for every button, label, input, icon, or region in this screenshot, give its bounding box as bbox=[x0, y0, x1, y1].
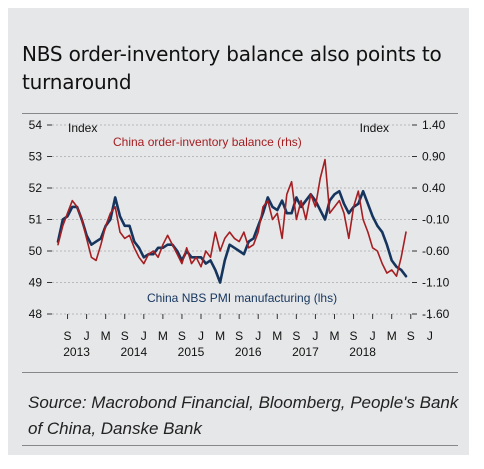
right-tick-label: 0.40 bbox=[422, 181, 446, 195]
right-tick-label: -1.10 bbox=[422, 276, 450, 290]
x-month-label: S bbox=[178, 329, 186, 343]
left-axis-label: Index bbox=[68, 121, 97, 135]
x-month-label: M bbox=[272, 329, 282, 343]
x-month-label: J bbox=[198, 329, 204, 343]
grid-layer bbox=[52, 124, 412, 315]
source-note: Source: Macrobond Financial, Bloomberg, … bbox=[28, 393, 459, 438]
x-month-label: J bbox=[141, 329, 147, 343]
source-divider bbox=[22, 372, 458, 373]
x-year-label: 2017 bbox=[292, 345, 319, 359]
left-tick-label: 52 bbox=[29, 181, 43, 195]
x-year-label: 2016 bbox=[235, 345, 262, 359]
series-layer bbox=[56, 158, 408, 284]
x-year-label: 2014 bbox=[120, 345, 147, 359]
chart-card: NBS order-inventory balance also points … bbox=[8, 8, 469, 455]
right-tick-label: -0.10 bbox=[422, 213, 450, 227]
x-year-label: 2018 bbox=[349, 345, 376, 359]
legend-pmi: China NBS PMI manufacturing (lhs) bbox=[147, 291, 337, 305]
bottom-divider bbox=[22, 445, 458, 446]
x-year-label: 2015 bbox=[178, 345, 205, 359]
left-tick-label: 54 bbox=[29, 118, 43, 132]
x-month-label: S bbox=[235, 329, 243, 343]
x-month-label: J bbox=[427, 329, 433, 343]
x-month-label: M bbox=[387, 329, 397, 343]
x-month-label: M bbox=[215, 329, 225, 343]
right-axis-label: Index bbox=[360, 121, 389, 135]
right-tick-label: 0.90 bbox=[422, 150, 446, 164]
left-tick-label: 51 bbox=[29, 213, 43, 227]
left-tick-label: 48 bbox=[29, 307, 43, 321]
right-tick-label: 1.40 bbox=[422, 118, 446, 132]
x-month-label: M bbox=[158, 329, 168, 343]
right-tick-label: -0.60 bbox=[422, 244, 450, 258]
title-divider bbox=[22, 113, 458, 114]
tick-layer: 48 -1.60 49 -1.10 50 -0.60 51 -0.10 52 0.40 53 0.90… bbox=[29, 118, 450, 359]
left-tick-label: 49 bbox=[29, 276, 43, 290]
x-month-label: S bbox=[350, 329, 358, 343]
chart-title: NBS order-inventory balance also points … bbox=[22, 42, 442, 94]
balance-series-line bbox=[57, 158, 407, 278]
x-month-label: S bbox=[121, 329, 129, 343]
x-month-label: S bbox=[407, 329, 415, 343]
x-month-label: J bbox=[255, 329, 261, 343]
x-month-label: S bbox=[64, 329, 72, 343]
right-tick-label: -1.60 bbox=[422, 307, 450, 321]
x-month-label: M bbox=[101, 329, 111, 343]
x-month-label: M bbox=[329, 329, 339, 343]
pmi-series-line bbox=[56, 189, 408, 284]
x-month-label: J bbox=[312, 329, 318, 343]
x-month-label: J bbox=[370, 329, 376, 343]
left-tick-label: 50 bbox=[29, 244, 43, 258]
legend-balance: China order-inventory balance (rhs) bbox=[113, 135, 302, 149]
x-month-label: J bbox=[84, 329, 90, 343]
chart-plot: 48 -1.60 49 -1.10 50 -0.60 51 -0.10 52 0.40 53 0.90… bbox=[29, 118, 450, 359]
left-tick-label: 53 bbox=[29, 150, 43, 164]
x-year-label: 2013 bbox=[63, 345, 90, 359]
x-month-label: S bbox=[292, 329, 300, 343]
